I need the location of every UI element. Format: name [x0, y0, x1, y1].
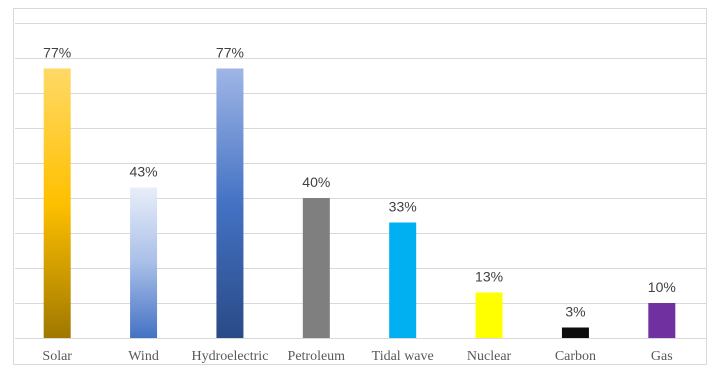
data-label-carbon: 3% [565, 304, 585, 320]
data-label-hydroelectric: 77% [216, 45, 244, 61]
bar-petroleum [302, 198, 330, 338]
tick-label-tidal-wave: Tidal wave [372, 349, 434, 364]
bar-wind [130, 187, 158, 338]
bars [43, 68, 676, 338]
tick-label-solar: Solar [42, 349, 72, 364]
bar-solar [43, 68, 71, 338]
data-label-wind: 43% [130, 164, 158, 180]
tick-label-gas: Gas [651, 349, 673, 364]
data-labels: 77% 43% 77% 40% 33% 13% 3% 10% [43, 45, 676, 320]
tick-label-hydroelectric: Hydroelectric [191, 349, 268, 364]
bar-tidal-wave [389, 222, 417, 338]
bar-hydroelectric [216, 68, 244, 338]
bar-nuclear [475, 292, 503, 338]
tick-label-nuclear: Nuclear [467, 349, 512, 364]
data-label-tidal-wave: 33% [389, 199, 417, 215]
bar-carbon [561, 327, 589, 338]
tick-label-petroleum: Petroleum [288, 349, 346, 364]
gridlines [15, 23, 706, 339]
category-labels: Solar Wind Hydroelectric Petroleum Tidal wav… [42, 349, 672, 364]
bar-gas [648, 303, 676, 338]
tick-label-wind: Wind [128, 349, 159, 364]
data-label-gas: 10% [648, 279, 676, 295]
data-label-nuclear: 13% [475, 269, 503, 285]
data-label-petroleum: 40% [302, 174, 330, 190]
tick-label-carbon: Carbon [555, 349, 596, 364]
chart-frame [13, 8, 707, 365]
data-label-solar: 77% [43, 45, 71, 61]
